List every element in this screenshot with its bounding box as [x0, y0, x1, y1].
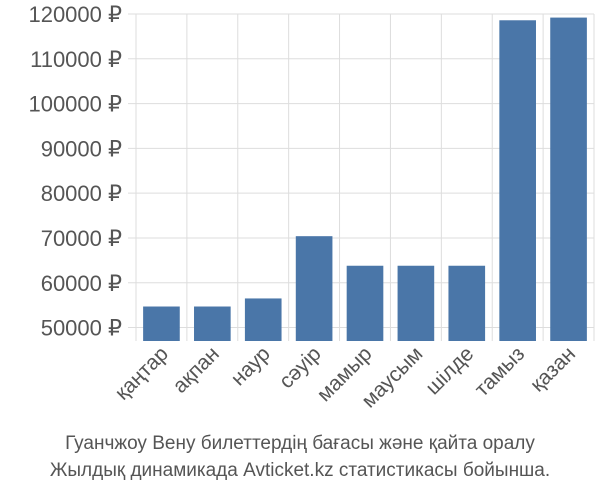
y-tick-label: 50000 ₽	[41, 316, 122, 341]
bar-наур	[244, 298, 282, 341]
x-tick-label: тамыз	[470, 342, 529, 401]
bar-тамыз	[499, 20, 536, 341]
x-tick-label: шілде	[421, 342, 478, 399]
y-tick-label: 100000 ₽	[28, 92, 122, 117]
x-tick-label: ақпан	[168, 342, 224, 398]
y-tick-label: 120000 ₽	[28, 2, 122, 27]
caption-line-2: Жылдық динамикада Avticket.kz статистика…	[49, 460, 551, 481]
x-tick-label: қазан	[526, 342, 580, 396]
bar-шілде	[448, 265, 486, 341]
bar-мамыр	[346, 265, 384, 341]
bars	[143, 17, 587, 342]
price-bar-chart: 50000 ₽ 60000 ₽ 70000 ₽ 80000 ₽ 90000 ₽ 10000…	[28, 2, 595, 412]
x-tick-label: наур	[227, 342, 275, 390]
y-tick-label: 90000 ₽	[41, 136, 122, 161]
y-tick-label: 70000 ₽	[41, 226, 122, 251]
bar-ақпан	[194, 306, 231, 341]
y-tick-label: 60000 ₽	[41, 271, 122, 296]
y-axis-ticks: 50000 ₽ 60000 ₽ 70000 ₽ 80000 ₽ 90000 ₽ 10000…	[28, 2, 122, 341]
bar-қаңтар	[143, 306, 180, 341]
bar-қазан	[550, 17, 587, 342]
bar-маусым	[397, 265, 435, 341]
caption-line-1: Гуанчжоу Вену билеттердің бағасы және қа…	[65, 433, 535, 454]
y-tick-label: 80000 ₽	[41, 181, 122, 206]
bar-сәуір	[295, 236, 333, 341]
y-tick-label: 110000 ₽	[30, 47, 122, 72]
x-tick-label: қаңтар	[111, 342, 173, 404]
